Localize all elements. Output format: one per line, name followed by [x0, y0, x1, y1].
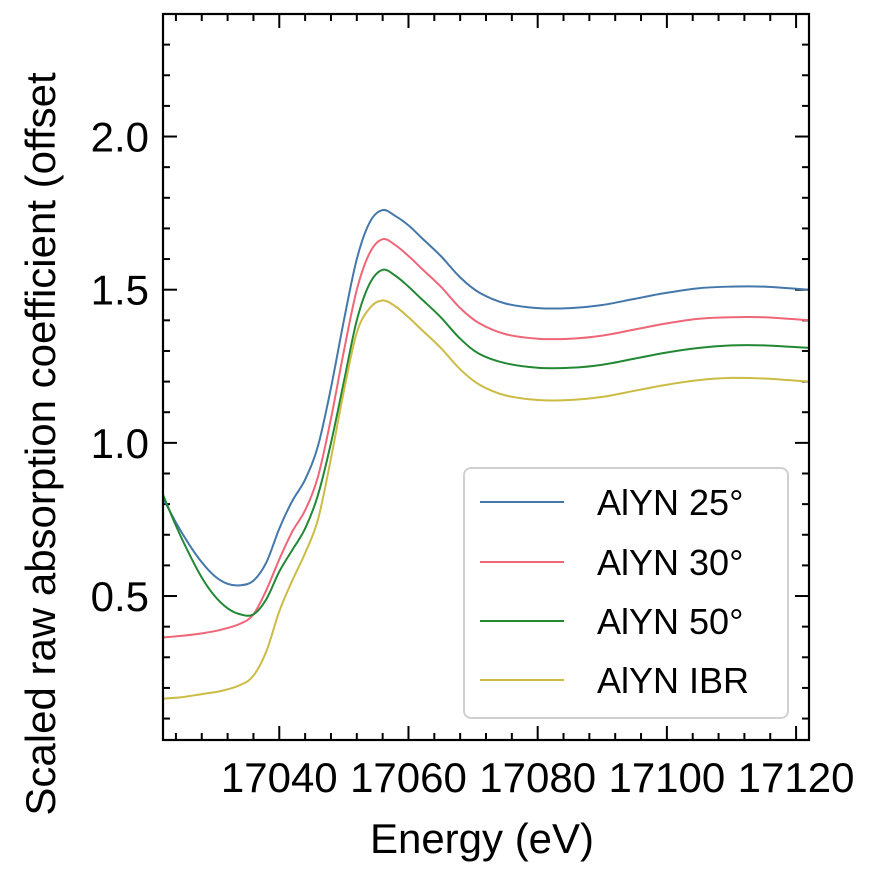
- x-tick-label: 17040: [221, 754, 338, 801]
- series-line-2: [162, 268, 810, 617]
- x-axis-label: Energy (eV): [370, 815, 594, 862]
- x-tick-labels: 17040 17060 17080 17100 17120: [221, 754, 855, 801]
- legend-label-alyn-30: AlYN 30°: [597, 542, 743, 583]
- x-tick-label: 17120: [738, 754, 855, 801]
- y-tick-label: 1.0: [91, 420, 149, 467]
- legend-label-alyn-25: AlYN 25°: [597, 482, 743, 523]
- y-tick-label: 0.5: [91, 573, 149, 620]
- x-tick-label: 17080: [479, 754, 596, 801]
- plot-frame: [161, 12, 811, 742]
- series-line-3: [162, 299, 810, 700]
- legend: AlYN 25° AlYN 30° AlYN 50° AlYN IBR: [463, 467, 789, 719]
- legend-label-alyn-50: AlYN 50°: [597, 601, 743, 642]
- series-line-0: [162, 208, 810, 587]
- series-lines: [162, 208, 810, 700]
- y-tick-label: 2.0: [91, 114, 149, 161]
- legend-label-alyn-ibr: AlYN IBR: [597, 660, 749, 701]
- y-tick-label: 1.5: [91, 267, 149, 314]
- x-tick-label: 17060: [350, 754, 467, 801]
- x-tick-label: 17100: [608, 754, 725, 801]
- y-tick-labels: 0.5 1.0 1.5 2.0: [91, 114, 149, 620]
- axis-ticks: [163, 14, 809, 740]
- y-axis-label: Scaled raw absorption coefficient (offse…: [17, 72, 64, 816]
- legend-frame: [463, 467, 789, 719]
